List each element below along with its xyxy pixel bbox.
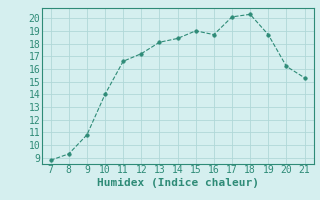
X-axis label: Humidex (Indice chaleur): Humidex (Indice chaleur)	[97, 178, 259, 188]
